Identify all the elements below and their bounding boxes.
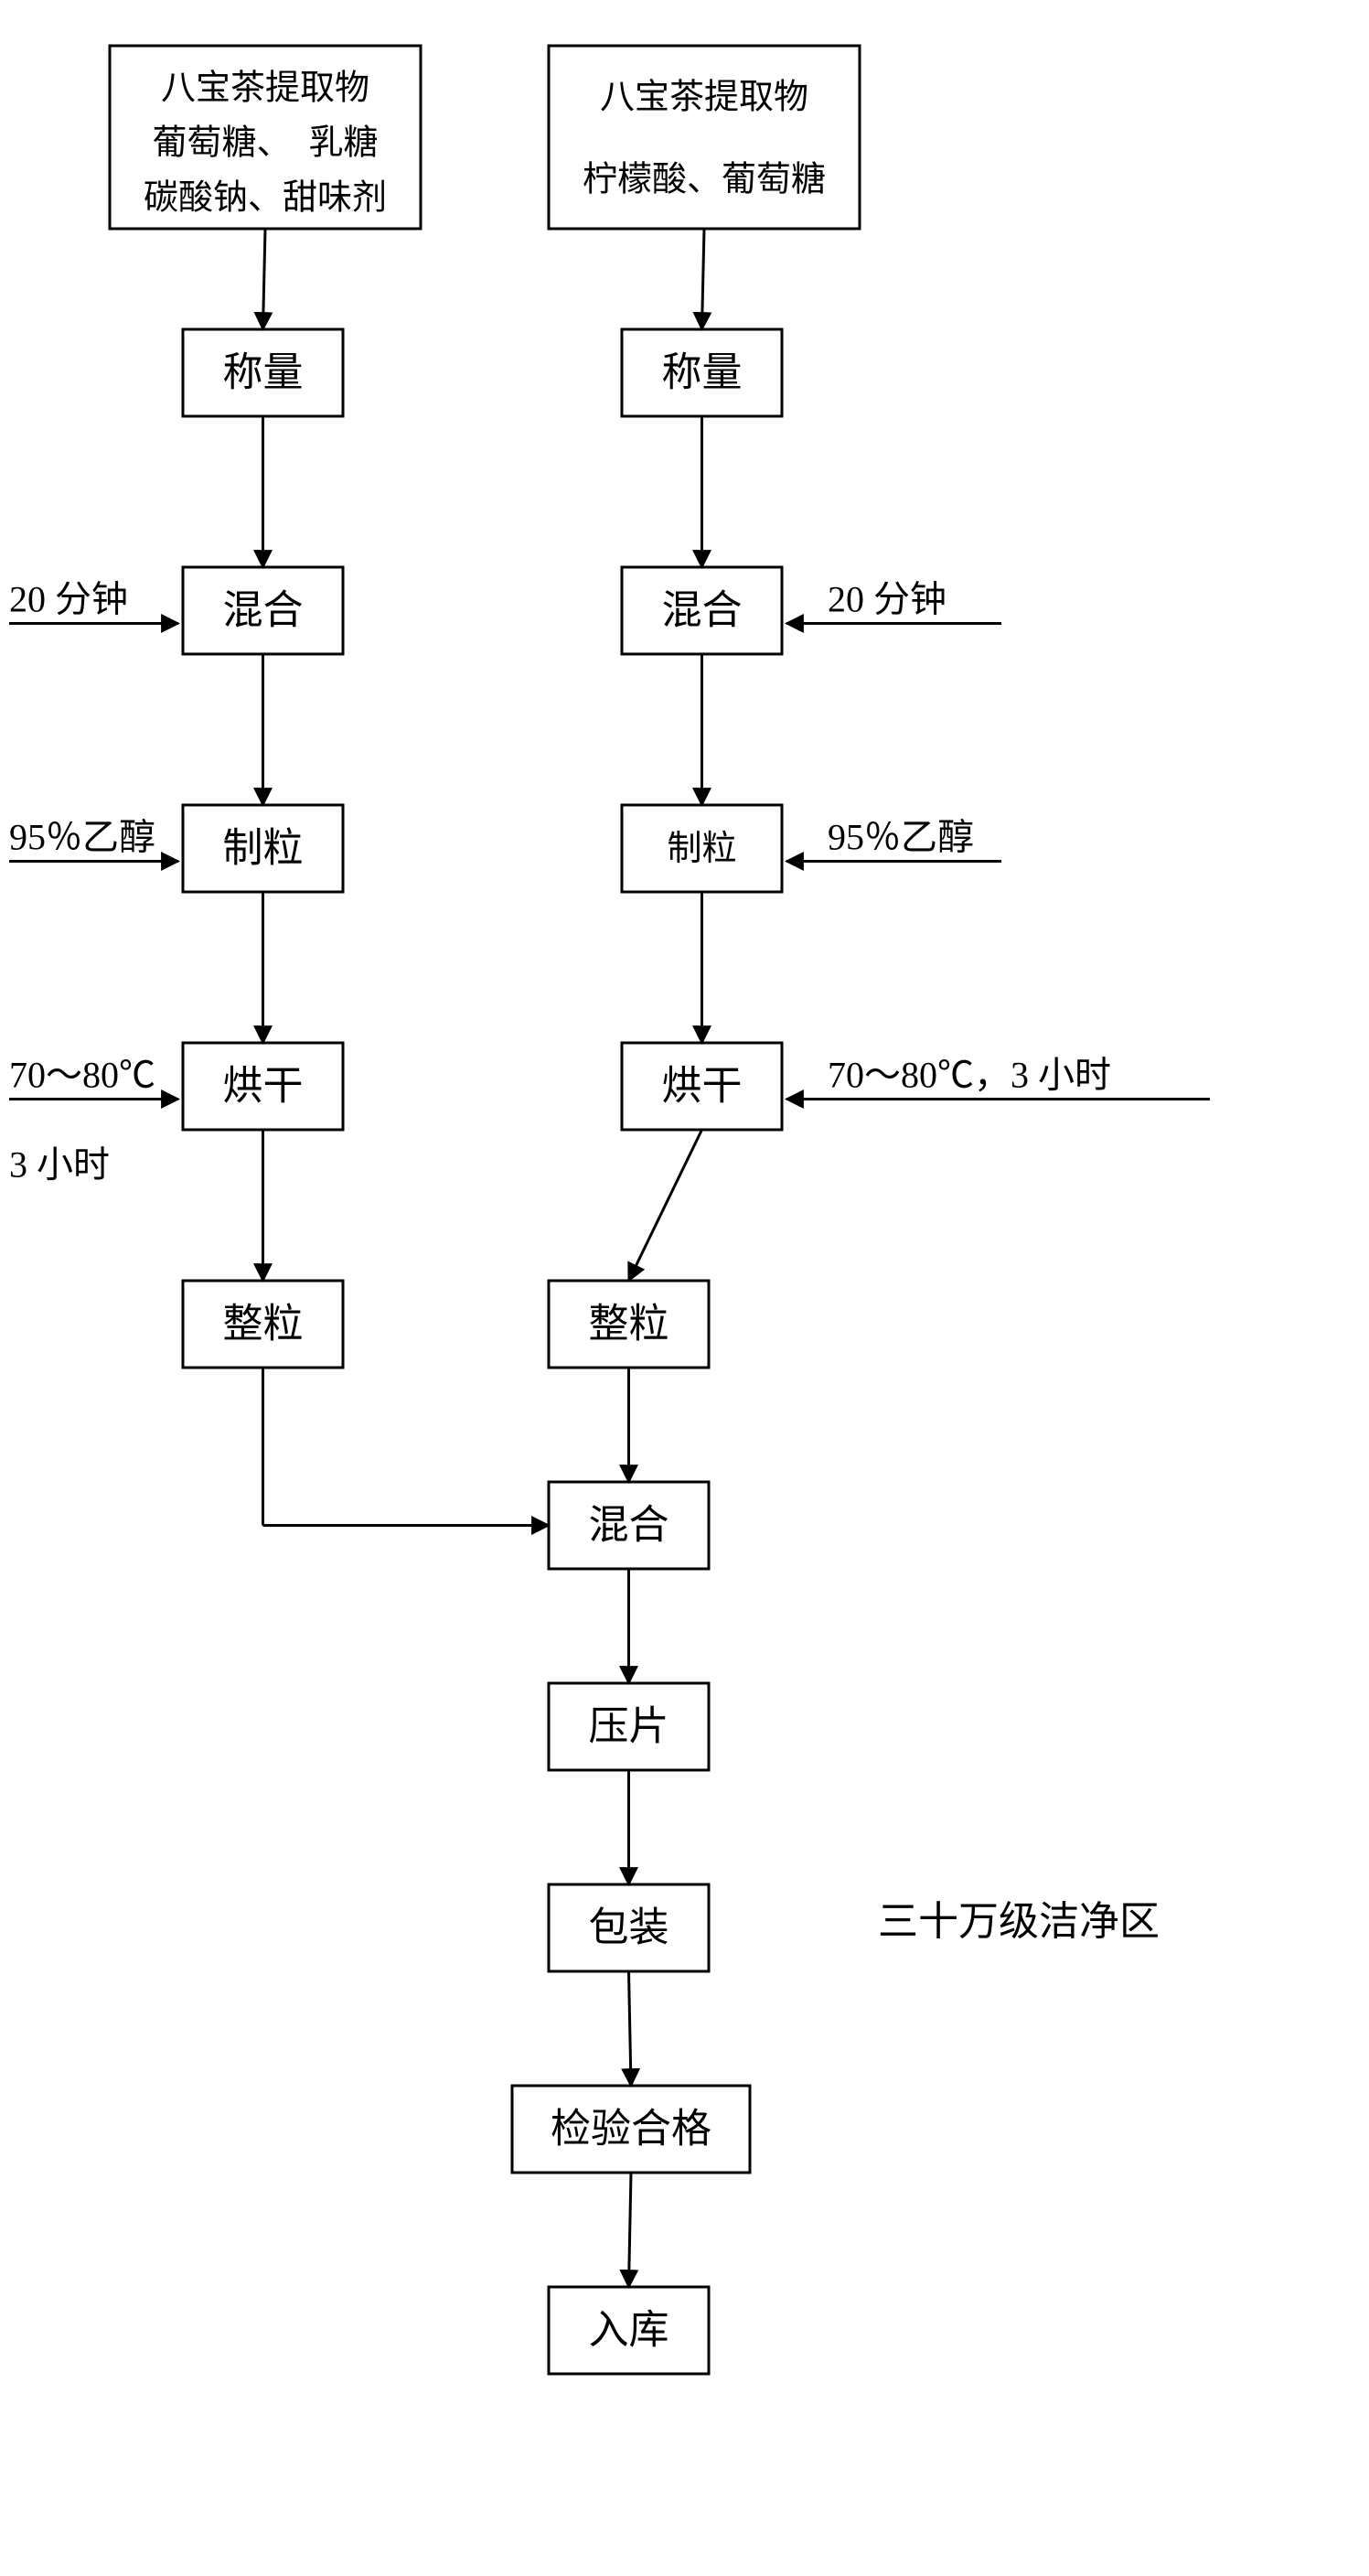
arrow-r-4 [629, 1130, 702, 1281]
right-start-box-line-0: 八宝茶提取物 [600, 79, 808, 117]
right-step-0-label: 称量 [662, 350, 743, 395]
left-start-box-line-2: 碳酸钠、甜味剂 [144, 179, 387, 218]
left-start-box-line-1: 葡萄糖、 乳糖 [152, 124, 378, 163]
side-label-left: 95％乙醇 [9, 817, 155, 858]
left-start-box-line-0: 八宝茶提取物 [161, 70, 369, 108]
arrow-m-2 [629, 1971, 632, 2086]
arrow-l-0 [263, 229, 266, 329]
merged-step-4-label: 入库 [589, 2308, 669, 2353]
left-step-0-label: 称量 [223, 350, 304, 395]
right-step-4-label: 整粒 [589, 1302, 669, 1347]
merged-step-3-label: 检验合格 [551, 2107, 711, 2152]
merged-step-2-label: 包装 [589, 1905, 669, 1950]
side-label-left: 70～80℃ [9, 1055, 155, 1096]
side-label-right: 20 分钟 [828, 579, 947, 620]
right-step-2-label: 制粒 [667, 830, 736, 868]
merged-step-0-label: 混合 [589, 1503, 669, 1548]
left-step-2-label: 制粒 [223, 826, 304, 871]
side-label-left: 20 分钟 [9, 579, 128, 620]
right-start-box [549, 46, 860, 229]
left-step-3-label: 烘干 [223, 1064, 304, 1109]
left-step-4-label: 整粒 [223, 1302, 304, 1347]
side-label-right: 70～80℃，3 小时 [828, 1055, 1111, 1096]
arrow-m-3 [629, 2173, 632, 2287]
right-step-3-label: 烘干 [662, 1064, 743, 1109]
right-step-1-label: 混合 [662, 588, 743, 633]
arrow-r-0 [702, 229, 705, 329]
side-label-left-below: 3 小时 [9, 1144, 110, 1186]
merged-step-1-label: 压片 [589, 1704, 669, 1749]
left-step-1-label: 混合 [223, 588, 304, 633]
side-label-right: 95％乙醇 [828, 817, 974, 858]
cleanroom-annotation: 三十万级洁净区 [878, 1899, 1160, 1944]
right-start-box-line-1: 柠檬酸、葡萄糖 [583, 161, 826, 199]
